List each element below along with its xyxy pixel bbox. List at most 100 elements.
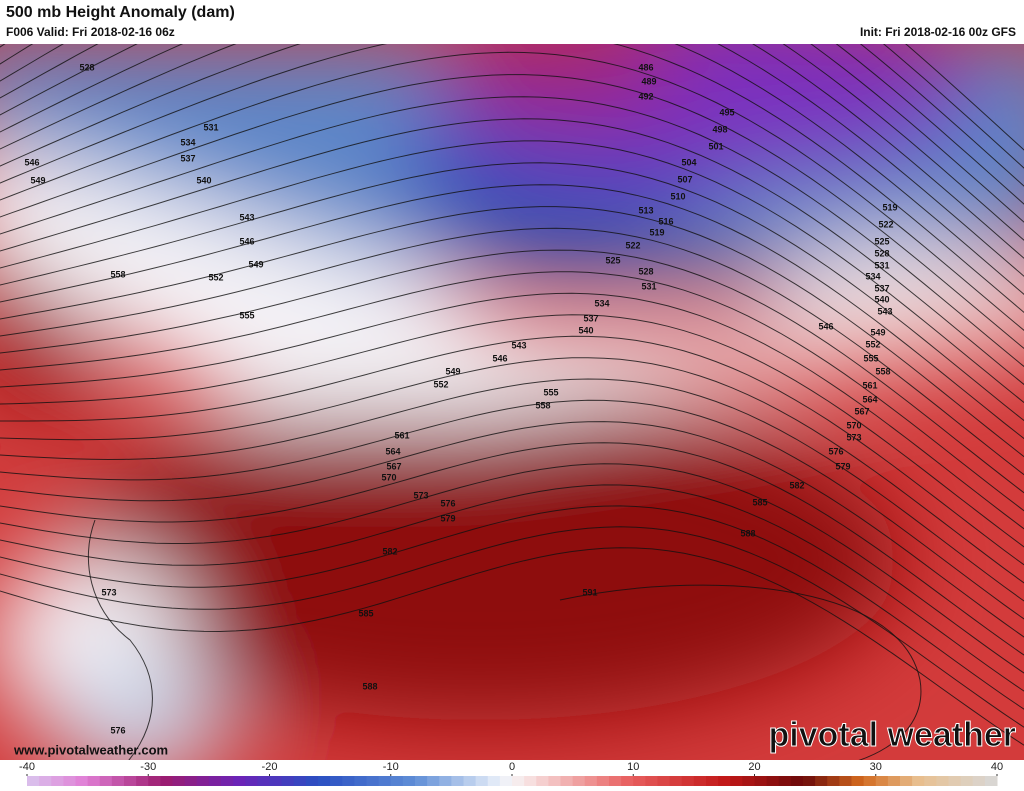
contour-label: 561: [862, 380, 877, 390]
contour-line: [0, 227, 1024, 476]
contour-label: 576: [440, 498, 455, 508]
colorbar-swatch: [439, 776, 452, 786]
contour-line: [0, 442, 1024, 656]
contour-label: 492: [638, 91, 653, 101]
colorbar-swatch: [730, 776, 743, 786]
contour-label: 570: [846, 420, 861, 430]
contour-label: 537: [583, 313, 598, 323]
contour-line: [0, 44, 1024, 205]
colorbar-swatch: [402, 776, 416, 786]
colorbar-swatch: [657, 776, 671, 786]
contour-label: 585: [752, 497, 767, 507]
colorbar-swatch: [790, 776, 804, 786]
contour-label: 582: [382, 546, 397, 556]
colorbar-swatch: [475, 776, 489, 786]
colorbar: -40 -30 -20 -10 0 10 20 30 40: [19, 761, 1003, 786]
contour-label: 507: [677, 174, 692, 184]
colorbar-swatch: [948, 776, 962, 786]
colorbar-swatch: [427, 776, 440, 786]
contour-label: 513: [638, 205, 653, 215]
colorbar-swatch: [499, 776, 513, 786]
colorbar-swatch: [609, 776, 622, 786]
colorbar-tick-label: -40: [19, 761, 35, 773]
contour-line: [559, 584, 922, 760]
contour-label: 519: [882, 202, 897, 212]
colorbar-swatch: [984, 776, 998, 786]
colorbar-swatch: [900, 776, 913, 786]
contour-label: 570: [381, 472, 396, 482]
contour-label: 537: [180, 153, 195, 163]
contour-label: 522: [625, 240, 640, 250]
contour-label: 522: [878, 219, 893, 229]
colorbar-tick-label: -30: [140, 761, 156, 773]
colorbar-swatch: [960, 776, 974, 786]
colorbar-tick-label: 30: [870, 761, 882, 773]
init-time: Init: Fri 2018-02-16 00z GFS: [860, 25, 1016, 39]
colorbar-swatch: [281, 776, 295, 786]
colorbar-swatch: [415, 776, 428, 786]
colorbar-swatch: [512, 776, 525, 786]
colorbar-swatch: [451, 776, 464, 786]
colorbar-swatch: [463, 776, 477, 786]
colorbar-swatch: [742, 776, 755, 786]
contour-line: [0, 162, 1024, 422]
colorbar-swatch: [875, 776, 889, 786]
contour-label: 534: [865, 271, 880, 281]
contour-line: [0, 140, 1024, 404]
contour-label: 558: [110, 269, 125, 279]
contour-lines: [0, 44, 1024, 760]
contour-label: 486: [638, 62, 653, 72]
contour-label: 531: [874, 260, 889, 270]
colorbar-swatch: [378, 776, 392, 786]
logo: pivotal weather: [768, 716, 1016, 754]
colorbar-swatch: [863, 776, 877, 786]
contour-label: 582: [789, 480, 804, 490]
colorbar-swatch: [487, 776, 501, 786]
contour-label: 546: [239, 236, 254, 246]
contour-label: 531: [203, 122, 218, 132]
contour-label: 585: [358, 608, 373, 618]
colorbar-tick-label: -10: [383, 761, 399, 773]
contour-line: [0, 335, 1024, 566]
colorbar-swatch: [596, 776, 610, 786]
contour-label: 540: [578, 325, 593, 335]
colorbar-tick-label: 20: [748, 761, 760, 773]
contour-line: [0, 206, 1024, 458]
colorbar-swatch: [63, 776, 76, 786]
valid-time: F006 Valid: Fri 2018-02-16 06z: [6, 25, 175, 39]
contour-label: 555: [239, 310, 254, 320]
contour-label: 543: [511, 340, 526, 350]
contour-line: [0, 271, 1024, 512]
colorbar-swatch: [75, 776, 89, 786]
contour-label: 534: [180, 137, 195, 147]
contour-label: 552: [865, 339, 880, 349]
colorbar-swatch: [111, 776, 125, 786]
colorbar-swatch: [99, 776, 113, 786]
colorbar-swatch: [245, 776, 258, 786]
colorbar-tick-label: 40: [991, 761, 1003, 773]
colorbar-swatch: [148, 776, 161, 786]
contour-line: [0, 44, 1024, 259]
contour-line: [0, 44, 1024, 277]
colorbar-swatch: [39, 776, 52, 786]
contour-label: 546: [492, 353, 507, 363]
colorbar-tick-label: 0: [509, 761, 515, 773]
contour-label: 501: [708, 141, 723, 151]
contour-line: [0, 463, 1024, 674]
colorbar-swatch: [621, 776, 634, 786]
colorbar-swatch: [51, 776, 64, 786]
colorbar-swatch: [269, 776, 283, 786]
contour-label: 510: [670, 191, 685, 201]
contour-label: 537: [874, 283, 889, 293]
contour-label: 567: [386, 461, 401, 471]
contour-label: 573: [846, 432, 861, 442]
contour-line: [0, 399, 1024, 620]
contour-line: [0, 249, 1024, 494]
colorbar-swatch: [669, 776, 683, 786]
contour-label: 543: [239, 212, 254, 222]
contour-line: [0, 378, 1024, 602]
contour-label: 540: [874, 294, 889, 304]
colorbar-tick-label: -20: [262, 761, 278, 773]
